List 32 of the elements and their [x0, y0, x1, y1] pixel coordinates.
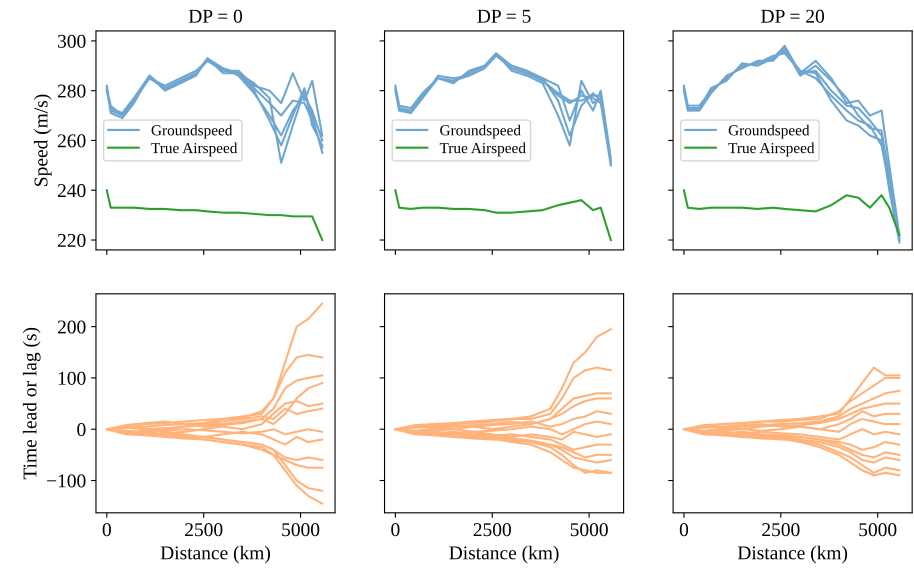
x-tick-label: 5000	[859, 523, 896, 536]
y-tick-label: 240	[58, 184, 86, 198]
x-tick-label: 2500	[762, 523, 800, 536]
legend-label: True Airspeed	[728, 142, 814, 156]
legend-label: Groundspeed	[728, 124, 810, 139]
chart-title: DP = 5	[477, 10, 531, 23]
chart-title: DP = 20	[761, 10, 824, 23]
x-axis-title: Distance (km)	[160, 546, 270, 564]
x-tick-label: 5000	[570, 523, 608, 536]
x-tick-label: 2500	[185, 523, 222, 536]
chart-title: DP = 0	[188, 10, 242, 23]
x-tick-label: 5000	[282, 523, 320, 536]
x-axis-title: Distance (km)	[738, 546, 848, 564]
x-tick-label: 0	[680, 523, 688, 536]
legend-label: Groundspeed	[152, 124, 232, 139]
legend-label: True Airspeed	[151, 142, 238, 156]
y-tick-label: 280	[58, 84, 86, 98]
y-tick-label: 100	[58, 372, 86, 385]
y-tick-label: 0	[77, 423, 86, 436]
x-tick-label: 0	[102, 523, 111, 536]
y-tick-label: −100	[47, 474, 86, 488]
y-axis-title: Time lead or lag (s)	[22, 328, 41, 480]
y-tick-label: 300	[58, 34, 86, 48]
y-tick-label: 220	[58, 234, 86, 247]
y-axis-title: Speed (m/s)	[34, 94, 52, 186]
legend-label: True Airspeed	[440, 142, 526, 156]
x-axis-title: Distance (km)	[449, 546, 559, 564]
legend-label: Groundspeed	[440, 124, 521, 139]
x-tick-label: 0	[391, 523, 400, 536]
y-tick-label: 200	[58, 320, 86, 334]
y-tick-label: 260	[58, 134, 86, 148]
x-tick-label: 2500	[474, 523, 511, 536]
